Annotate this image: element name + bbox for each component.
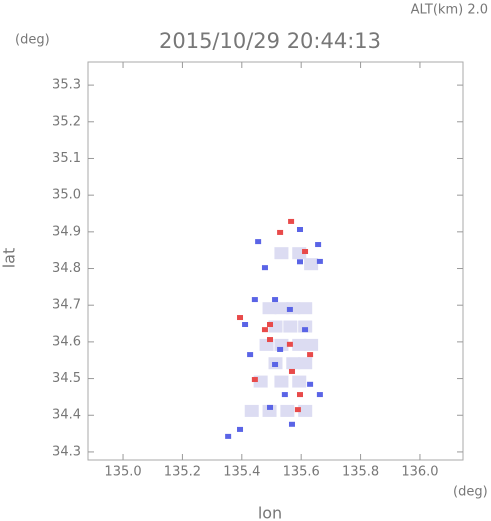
echo-cell: [251, 377, 258, 383]
echo-cell: [237, 426, 244, 432]
echo-cell: [255, 239, 262, 245]
echo-cell: [296, 259, 303, 265]
x-tick-label: 135.4: [223, 465, 260, 480]
echo-cell: [307, 352, 314, 358]
echo-cell: [288, 218, 295, 224]
echo-cell: [261, 265, 268, 271]
echo-cell: [296, 392, 303, 398]
x-tick-label: 135.8: [342, 465, 379, 480]
y-tick-label: 34.8: [52, 261, 81, 276]
echo-cell: [272, 361, 279, 367]
echo-cell: [298, 404, 313, 417]
echo-cell: [267, 322, 274, 328]
echo-cell: [251, 297, 258, 303]
echo-cell: [288, 421, 295, 427]
echo-cell: [315, 242, 322, 248]
echo-cell: [286, 341, 293, 347]
x-tick-label: 136.0: [401, 465, 438, 480]
echo-cell: [316, 392, 323, 398]
altitude-label: ALT(km) 2.0: [411, 3, 488, 18]
echo-cell: [292, 375, 307, 388]
echo-cell: [267, 337, 274, 343]
echo-cell: [262, 404, 277, 417]
echo-cell: [286, 306, 293, 312]
echo-cell: [296, 227, 303, 233]
echo-cell: [277, 229, 284, 235]
y-tick-label: 35.0: [52, 188, 81, 203]
echo-cell: [304, 258, 319, 271]
echo-cell: [262, 302, 277, 315]
echo-cell: [286, 357, 301, 370]
y-tick-label: 34.4: [52, 408, 81, 423]
x-tick-label: 135.2: [164, 465, 201, 480]
y-tick-label: 35.2: [52, 114, 81, 129]
echo-cell: [267, 404, 274, 410]
y-tick-label: 34.9: [52, 224, 81, 239]
echo-cell: [274, 375, 289, 388]
echo-cell: [302, 249, 309, 255]
echo-cell: [298, 357, 313, 370]
echo-cell: [294, 407, 301, 413]
x-unit: (deg): [453, 485, 488, 500]
echo-cell: [247, 352, 254, 358]
echo-cell: [298, 320, 313, 333]
y-tick-label: 34.3: [52, 444, 81, 459]
echo-cell: [288, 368, 295, 374]
echo-cell: [225, 433, 232, 439]
echo-cell: [272, 297, 279, 303]
y-unit: (deg): [15, 33, 50, 48]
echo-cell: [281, 392, 288, 398]
echo-cell: [261, 327, 268, 333]
echo-cell: [307, 381, 314, 387]
echo-cell: [298, 302, 313, 315]
echo-cell: [237, 315, 244, 321]
echo-cell: [274, 302, 289, 315]
plot-frame: [87, 61, 464, 461]
echo-cell: [304, 338, 319, 351]
y-tick-label: 34.5: [52, 371, 81, 386]
y-axis-label: lat: [0, 248, 19, 269]
x-tick-label: 135.0: [104, 465, 141, 480]
echo-cell: [274, 247, 289, 260]
echo-cell: [316, 258, 323, 264]
echo-cell: [302, 327, 309, 333]
y-tick-label: 35.3: [52, 78, 81, 93]
x-axis-label: lon: [258, 504, 282, 521]
echo-cell: [283, 320, 298, 333]
y-tick-label: 34.7: [52, 298, 81, 313]
x-tick-label: 135.6: [283, 465, 320, 480]
echo-cell: [242, 322, 249, 328]
echo-cell: [244, 404, 259, 417]
y-tick-label: 34.6: [52, 334, 81, 349]
chart-title: 2015/10/29 20:44:13: [159, 29, 381, 53]
echo-cell: [280, 404, 295, 417]
y-tick-label: 35.1: [52, 151, 81, 166]
echo-cell: [292, 338, 307, 351]
echo-cell: [277, 346, 284, 352]
